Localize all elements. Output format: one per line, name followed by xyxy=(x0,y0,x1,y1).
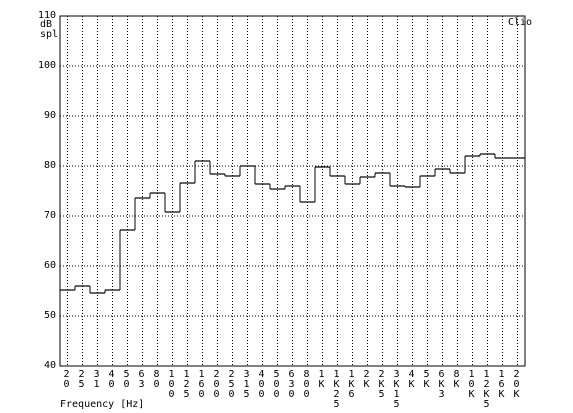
plot-frame xyxy=(59,15,526,367)
y-tick-label: 60 xyxy=(43,260,56,271)
x-tick-label: 3K15 xyxy=(393,369,400,410)
x-tick-label: 6K3 xyxy=(438,369,445,400)
x-tick-label: 16K xyxy=(498,369,505,400)
x-tick-label: 12K5 xyxy=(483,369,490,410)
x-tick-label: 160 xyxy=(198,369,205,400)
x-tick-label: 5K xyxy=(423,369,430,390)
x-tick-label: 1K6 xyxy=(348,369,355,400)
x-tick-label: 4K xyxy=(408,369,415,390)
x-tick-label: 2K5 xyxy=(378,369,385,400)
y-tick-label: 50 xyxy=(43,310,56,321)
y-tick-label: 110 xyxy=(37,10,56,21)
y-axis-label: dB spl xyxy=(40,19,59,40)
x-tick-label: 31 xyxy=(93,369,100,390)
x-tick-label: 200 xyxy=(213,369,220,400)
x-tick-label: 40 xyxy=(108,369,115,390)
x-tick-label: 400 xyxy=(258,369,265,400)
x-tick-label: 630 xyxy=(288,369,295,400)
x-tick-label: 250 xyxy=(228,369,235,400)
x-axis-label: Frequency [Hz] xyxy=(60,399,145,410)
y-tick-label: 100 xyxy=(37,60,56,71)
y-tick-label: 70 xyxy=(43,210,56,221)
x-tick-label: 315 xyxy=(243,369,250,400)
x-tick-label: 1K xyxy=(318,369,325,390)
x-tick-label: 500 xyxy=(273,369,280,400)
x-tick-label: 25 xyxy=(78,369,85,390)
x-tick-label: 100 xyxy=(168,369,175,400)
x-tick-label: 1K25 xyxy=(333,369,340,410)
x-tick-label: 800 xyxy=(303,369,310,400)
x-tick-label: 80 xyxy=(153,369,160,390)
x-tick-label: 20K xyxy=(513,369,520,400)
annotation: Clio xyxy=(508,17,533,28)
x-tick-label: 20 xyxy=(63,369,70,390)
y-tick-label: 90 xyxy=(43,110,56,121)
x-tick-label: 63 xyxy=(138,369,145,390)
x-tick-label: 125 xyxy=(183,369,190,400)
x-tick-label: 8K xyxy=(453,369,460,390)
x-tick-label: 10K xyxy=(468,369,475,400)
y-tick-label: 80 xyxy=(43,160,56,171)
x-tick-label: 2K xyxy=(363,369,370,390)
x-tick-label: 50 xyxy=(123,369,130,390)
y-tick-label: 40 xyxy=(43,360,56,371)
